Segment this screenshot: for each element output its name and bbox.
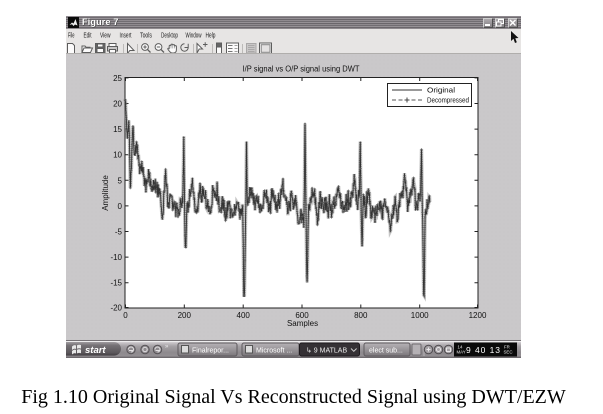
svg-text:10: 10 <box>113 151 122 160</box>
svg-text:Help: Help <box>206 33 216 40</box>
svg-text:Microsoft ...: Microsoft ... <box>256 348 292 355</box>
svg-text:400: 400 <box>237 311 251 320</box>
svg-text:Tools: Tools <box>140 33 152 40</box>
svg-text:-15: -15 <box>110 279 122 288</box>
svg-text:-20: -20 <box>110 304 122 313</box>
svg-text:5: 5 <box>118 176 123 185</box>
svg-text:0: 0 <box>123 311 128 320</box>
svg-text:Desktop: Desktop <box>161 33 178 40</box>
svg-text:Insert: Insert <box>120 33 132 40</box>
svg-text:-5: -5 <box>115 228 123 237</box>
svg-text:SEC: SEC <box>504 350 513 355</box>
svg-text:1200: 1200 <box>469 311 487 320</box>
svg-text:FR: FR <box>504 345 510 350</box>
svg-text:elect sub...: elect sub... <box>369 348 403 355</box>
svg-text:0: 0 <box>118 202 123 211</box>
svg-text:View: View <box>100 33 111 40</box>
svg-text:14: 14 <box>458 345 463 350</box>
svg-text:I/P signal vs O/P signal using: I/P signal vs O/P signal using DWT <box>243 65 360 74</box>
svg-text:800: 800 <box>354 311 368 320</box>
svg-text:Amplitude: Amplitude <box>101 175 110 211</box>
svg-text:600: 600 <box>295 311 309 320</box>
svg-text:Finalrepor...: Finalrepor... <box>192 348 229 355</box>
svg-text:Edit: Edit <box>84 33 92 40</box>
svg-text:File: File <box>68 33 75 40</box>
svg-text:200: 200 <box>178 311 192 320</box>
svg-text:15: 15 <box>113 125 122 134</box>
svg-text:9 40 13: 9 40 13 <box>466 345 500 355</box>
svg-text:25: 25 <box>113 74 122 83</box>
svg-text:»: » <box>165 344 169 350</box>
svg-text:-10: -10 <box>110 253 122 262</box>
svg-text:Window: Window <box>186 33 203 40</box>
svg-text:↳ 9 MATLAB: ↳ 9 MATLAB <box>306 347 347 355</box>
svg-text:Original: Original <box>427 86 455 95</box>
svg-text:1000: 1000 <box>411 311 429 320</box>
svg-text:MAY: MAY <box>457 350 466 355</box>
svg-text:Samples: Samples <box>287 319 318 328</box>
svg-text:start: start <box>85 345 106 356</box>
svg-text:Decompressed: Decompressed <box>427 96 469 105</box>
svg-text:20: 20 <box>113 100 122 109</box>
